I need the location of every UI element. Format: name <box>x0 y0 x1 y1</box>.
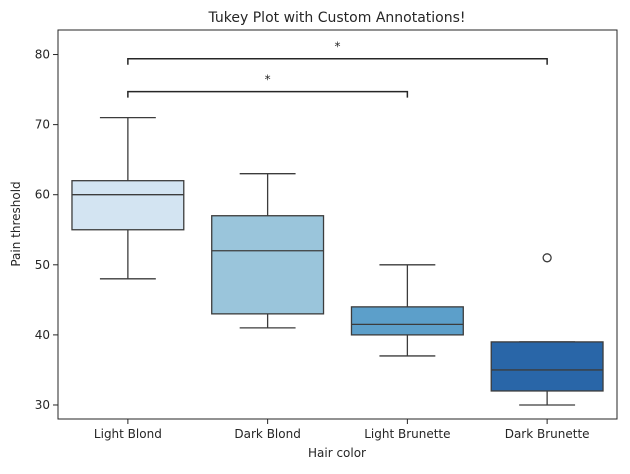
y-tick-label: 40 <box>35 328 50 342</box>
y-tick-label: 30 <box>35 398 50 412</box>
box-group <box>490 253 604 406</box>
outlier-point <box>542 253 552 263</box>
plot-frame <box>57 29 618 420</box>
significance-bracket <box>127 90 409 98</box>
x-tick-label: Dark Blond <box>234 427 300 441</box>
y-tick-label: 80 <box>35 48 50 62</box>
box-iqr <box>350 306 464 336</box>
box-iqr <box>490 341 604 392</box>
y-tick-label: 50 <box>35 258 50 272</box>
box-iqr <box>211 215 325 315</box>
chart-title: Tukey Plot with Custom Annotations! <box>207 10 465 26</box>
box-iqr <box>71 180 185 231</box>
box-series <box>71 116 604 406</box>
x-tick-label: Light Blond <box>94 427 162 441</box>
y-axis: 30 40 50 60 70 80 <box>35 48 58 412</box>
x-tick-label: Light Brunette <box>364 427 450 441</box>
significance-label: * <box>335 40 341 54</box>
box-group <box>211 173 325 329</box>
box-group <box>71 116 185 280</box>
x-axis: Light Blond Dark Blond Light Brunette Dark … <box>94 419 590 441</box>
y-tick-label: 70 <box>35 118 50 132</box>
significance-bracket <box>127 57 548 65</box>
y-axis-label: Pain threshold <box>9 181 23 266</box>
box-group <box>350 264 464 357</box>
significance-label: * <box>265 73 271 87</box>
x-axis-label: Hair color <box>308 446 366 460</box>
y-tick-label: 60 <box>35 188 50 202</box>
x-tick-label: Dark Brunette <box>505 427 590 441</box>
significance-annotations: ** <box>127 40 548 98</box>
